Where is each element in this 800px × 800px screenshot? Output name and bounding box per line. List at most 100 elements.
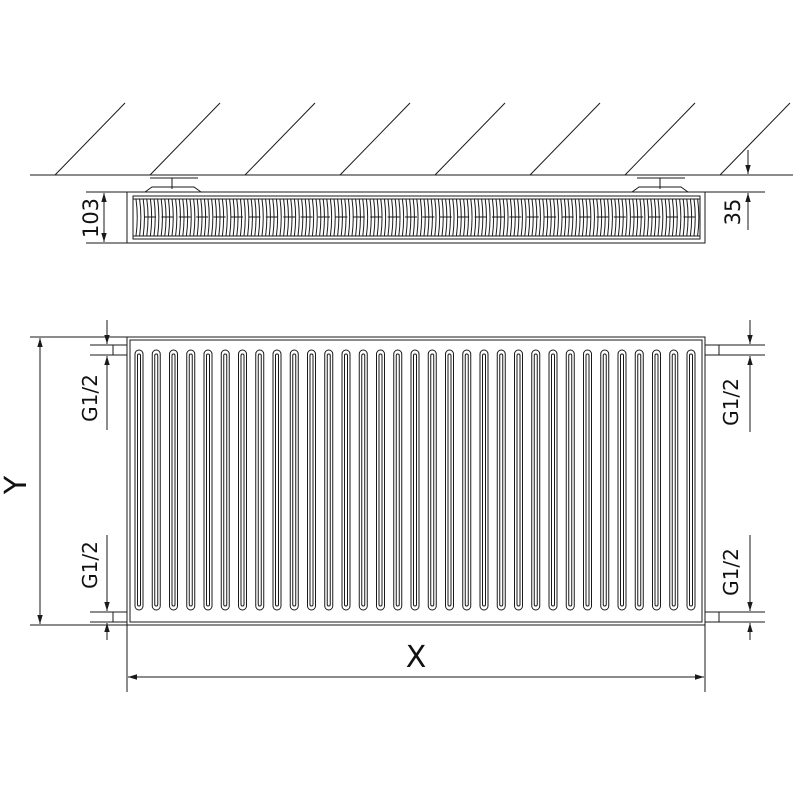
fin (514, 349, 523, 611)
fin (634, 349, 644, 611)
fin (307, 349, 316, 611)
convector-fin (646, 198, 649, 237)
fin (462, 349, 472, 611)
convector-fin (211, 198, 214, 237)
depth-label: 103 (79, 198, 103, 238)
width-dimension: X (126, 625, 706, 692)
wall-hatch-line (529, 102, 601, 176)
convector-fin (592, 198, 595, 237)
wall-hatch-line (54, 102, 126, 176)
convector-fin (279, 198, 282, 237)
fin (686, 349, 696, 611)
convector-fin (398, 198, 401, 237)
front-view-fins (134, 349, 696, 611)
wall-hatch-line (339, 102, 411, 176)
fin-inner (171, 353, 176, 607)
height-label: Y (0, 475, 34, 495)
convector-fin (574, 198, 577, 237)
fin (358, 349, 368, 611)
convector-fin (524, 198, 527, 237)
wall-hatch-line (244, 102, 316, 176)
front-view-radiator (112, 336, 720, 626)
wall-bracket-right (631, 177, 689, 193)
convector-fin (193, 198, 196, 237)
connection-label: G1/2 (78, 374, 102, 422)
fin-inner (533, 353, 538, 607)
convector-fin (383, 198, 387, 237)
convector-fin (625, 198, 628, 237)
connection-dimension-left-top: G1/2 (78, 320, 113, 430)
fin (324, 349, 334, 611)
connection-label: G1/2 (78, 541, 102, 589)
fin (600, 349, 610, 611)
convector-fin (333, 198, 336, 237)
fin-inner (206, 353, 210, 607)
convector-fin (207, 198, 210, 237)
fin-inner (430, 353, 435, 607)
convector-fin (679, 198, 682, 237)
convector-fin (297, 198, 300, 237)
fin (203, 349, 213, 611)
fin-inner (361, 353, 366, 607)
convector-fin (175, 198, 178, 237)
fin (445, 349, 454, 611)
fin (238, 349, 247, 611)
fin (548, 349, 558, 611)
fin-inner (378, 353, 383, 607)
fin (220, 349, 230, 611)
fin-inner (551, 353, 555, 607)
fin-inner (464, 353, 469, 607)
side-view-fins (133, 198, 700, 237)
convector-fin (542, 198, 545, 237)
convector-fin (488, 198, 491, 237)
convector-fin (419, 198, 423, 237)
fin-inner (223, 353, 228, 607)
fin (669, 349, 679, 611)
convector-fin (401, 198, 405, 237)
convector-fin (610, 198, 613, 237)
convector-fin (365, 198, 369, 237)
fin-inner (499, 353, 504, 607)
fin (341, 349, 351, 611)
fin (376, 349, 385, 611)
fin (583, 349, 592, 611)
fin-inner (309, 353, 314, 607)
fin (531, 349, 541, 611)
fin (255, 349, 265, 611)
convector-fin (520, 198, 523, 237)
convector-fin (293, 198, 297, 237)
fin-inner (602, 353, 607, 607)
fin (479, 349, 489, 611)
convector-fin (628, 198, 631, 237)
height-dimension: Y (0, 336, 127, 626)
width-label: X (406, 640, 427, 675)
fin-inner (395, 353, 400, 607)
fin-inner (654, 353, 659, 607)
convector-fin (434, 198, 437, 237)
fin-inner (637, 353, 642, 607)
convector-fin (157, 198, 160, 237)
connection-left-bottom (112, 611, 128, 623)
fin (289, 349, 299, 611)
connection-dimension-right-bottom: G1/2 (719, 535, 765, 640)
fin-inner (516, 353, 521, 607)
fin-inner (137, 353, 141, 607)
convector-fin (437, 198, 441, 237)
wall-distance-label: 35 (721, 199, 745, 226)
fin-inner (154, 353, 159, 607)
connection-dimension-left-bottom: G1/2 (78, 535, 113, 640)
fin-inner (447, 353, 452, 607)
fin (186, 349, 196, 611)
convector-fin (311, 198, 315, 237)
wall-hatch-line (719, 102, 791, 176)
fin-inner (275, 353, 279, 607)
wall-distance-dimension: 35 (705, 150, 765, 230)
fin-inner (671, 353, 676, 607)
fin (151, 349, 161, 611)
convector-fin (556, 198, 559, 237)
convector-fin (643, 198, 646, 237)
fin-inner (482, 353, 486, 607)
fin-inner (620, 353, 624, 607)
fin-inner (344, 353, 348, 607)
